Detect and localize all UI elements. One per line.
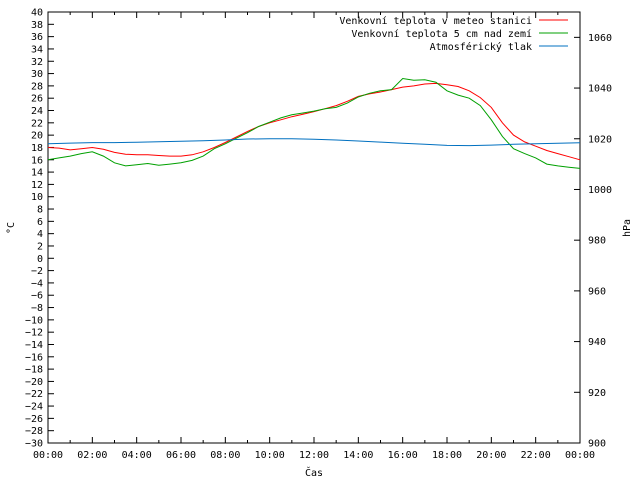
y-right-axis-ticks: 1060 1040 1020 1000 980 960 940 920 900 bbox=[574, 33, 612, 450]
y-left-tick-label: −4 bbox=[31, 278, 43, 289]
y-left-tick-label: 34 bbox=[31, 44, 43, 55]
y-left-tick-label: −30 bbox=[25, 439, 43, 450]
x-tick-label: 08:00 bbox=[210, 450, 240, 461]
x-tick-label: 02:00 bbox=[77, 450, 107, 461]
y-left-tick-label: −8 bbox=[31, 303, 43, 314]
legend: Venkovní teplota v meteo staniciVenkovní… bbox=[339, 15, 568, 53]
series-line-0 bbox=[47, 82, 581, 161]
y-right-tick-label: 940 bbox=[588, 337, 606, 348]
y-right-tick-label: 1020 bbox=[588, 134, 612, 145]
y-left-tick-label: −18 bbox=[25, 365, 43, 376]
x-tick-label: 12:00 bbox=[299, 450, 329, 461]
y-left-tick-label: 10 bbox=[31, 192, 43, 203]
x-tick-label: 14:00 bbox=[343, 450, 373, 461]
y-left-tick-label: −14 bbox=[25, 340, 43, 351]
y-left-tick-label: −16 bbox=[25, 352, 43, 363]
y-left-tick-label: −10 bbox=[25, 315, 43, 326]
y-left-tick-label: 2 bbox=[37, 241, 43, 252]
y-right-tick-label: 980 bbox=[588, 236, 606, 247]
plot-border bbox=[47, 11, 581, 444]
y-left-tick-label: −24 bbox=[25, 402, 43, 413]
series-line-1 bbox=[47, 77, 581, 169]
y-left-tick-label: 6 bbox=[37, 217, 43, 228]
y-left-tick-label: 0 bbox=[37, 254, 43, 265]
x-tick-label: 00:00 bbox=[33, 450, 63, 461]
x-tick-label: 00:00 bbox=[565, 450, 595, 461]
y-left-tick-label: 26 bbox=[31, 94, 43, 105]
y-left-tick-label: 8 bbox=[37, 205, 43, 216]
y-left-tick-label: −12 bbox=[25, 328, 43, 339]
y-left-tick-label: 14 bbox=[31, 168, 43, 179]
y-right-tick-label: 1000 bbox=[588, 185, 612, 196]
y-left-tick-label: 30 bbox=[31, 69, 43, 80]
legend-label: Atmosférický tlak bbox=[430, 41, 532, 53]
y-left-tick-label: 16 bbox=[31, 155, 43, 166]
y-right-tick-label: 1040 bbox=[588, 84, 612, 95]
y-left-tick-label: 36 bbox=[31, 32, 43, 43]
y-left-axis-ticks: 4038363432302826242220181614121086420−2−… bbox=[25, 8, 54, 450]
y-left-tick-label: 24 bbox=[31, 106, 43, 117]
y-left-tick-label: −22 bbox=[25, 389, 43, 400]
y-left-tick-label: −28 bbox=[25, 426, 43, 437]
series-lines bbox=[47, 77, 581, 169]
y-left-tick-label: 40 bbox=[31, 8, 43, 19]
y-left-tick-label: 12 bbox=[31, 180, 43, 191]
y-left-tick-label: 20 bbox=[31, 131, 43, 142]
x-tick-label: 10:00 bbox=[255, 450, 285, 461]
y-right-axis-title: hPa bbox=[622, 219, 633, 237]
y-right-tick-label: 1060 bbox=[588, 33, 612, 44]
x-tick-label: 22:00 bbox=[521, 450, 551, 461]
y-left-tick-label: 28 bbox=[31, 81, 43, 92]
y-left-tick-label: 4 bbox=[37, 229, 43, 240]
y-left-tick-label: −20 bbox=[25, 377, 43, 388]
y-right-tick-label: 960 bbox=[588, 286, 606, 297]
x-tick-label: 06:00 bbox=[166, 450, 196, 461]
legend-label: Venkovní teplota v meteo stanici bbox=[339, 15, 532, 27]
series-line-2 bbox=[47, 138, 581, 147]
y-left-tick-label: −6 bbox=[31, 291, 43, 302]
y-right-tick-label: 920 bbox=[588, 388, 606, 399]
y-left-tick-label: 38 bbox=[31, 20, 43, 31]
y-left-tick-label: 18 bbox=[31, 143, 43, 154]
x-tick-label: 16:00 bbox=[388, 450, 418, 461]
x-tick-label: 04:00 bbox=[122, 450, 152, 461]
x-tick-label: 20:00 bbox=[476, 450, 506, 461]
y-left-tick-label: −2 bbox=[31, 266, 43, 277]
y-left-tick-label: 22 bbox=[31, 118, 43, 129]
y-left-tick-label: −26 bbox=[25, 414, 43, 425]
x-axis-title: Čas bbox=[305, 466, 323, 479]
y-left-tick-label: 32 bbox=[31, 57, 43, 68]
x-axis-ticks: 00:00 02:00 04:00 06:00 08:00 10:00 12:00 14:00… bbox=[33, 12, 595, 461]
y-right-tick-label: 900 bbox=[588, 439, 606, 450]
y-left-axis-title: °C bbox=[6, 222, 17, 234]
legend-label: Venkovní teplota 5 cm nad zemí bbox=[351, 28, 532, 40]
x-tick-label: 18:00 bbox=[432, 450, 462, 461]
